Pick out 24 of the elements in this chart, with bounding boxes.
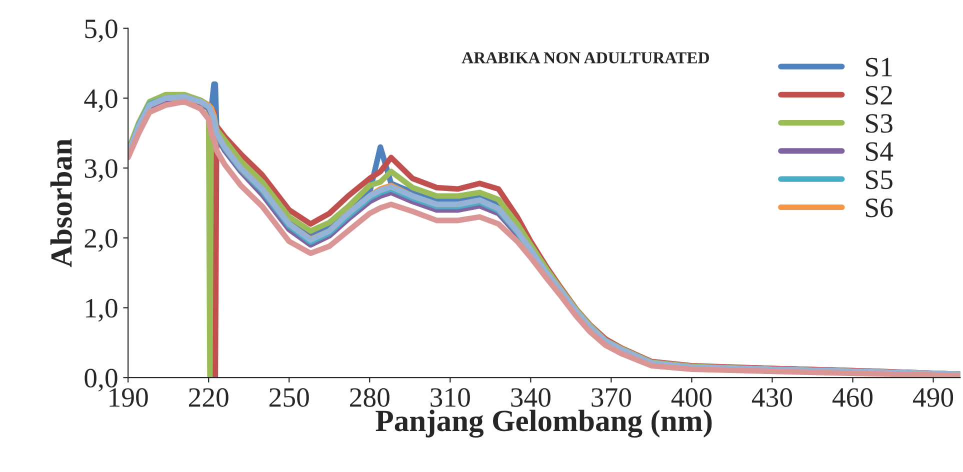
legend-label: S2 [866, 86, 892, 105]
y-tick-label: 4,0 [84, 89, 118, 112]
legend-label: S4 [866, 142, 894, 161]
legend-label: S6 [866, 198, 893, 218]
y-tick-label: 2,0 [84, 229, 118, 252]
text: ARABIKA NON ADULTURATED [462, 52, 709, 64]
x-tick-label: 370 [592, 388, 631, 407]
x-tick-label: 460 [832, 388, 873, 407]
x-tick-label: 490 [912, 388, 954, 407]
y-tick-label: 1,0 [86, 298, 118, 322]
y-axis-title: Absorban [50, 138, 72, 268]
x-tick-label: 340 [511, 388, 550, 407]
x-tick-label: 400 [671, 388, 712, 407]
x-tick-label: 250 [270, 388, 309, 407]
legend-label: S5 [866, 170, 892, 190]
y-tick-label: 5,0 [85, 19, 118, 42]
x-tick-label: 430 [752, 388, 792, 407]
x-tick-label: 220 [188, 388, 228, 407]
x-tick-label: 310 [430, 388, 470, 407]
legend-label: S1 [866, 58, 892, 77]
legend-label: S3 [866, 114, 892, 133]
x-tick-label: 280 [350, 388, 390, 407]
x-axis-title: Panjang Gelombang (nm) [376, 410, 712, 438]
y-tick-label: 3,0 [84, 159, 118, 182]
